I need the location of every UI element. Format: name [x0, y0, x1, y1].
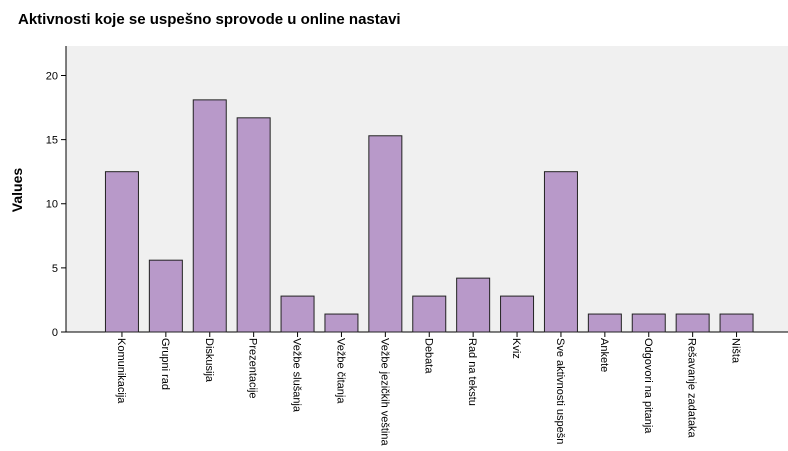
- x-tick-label: Ništa: [730, 338, 742, 364]
- bar: [412, 295, 447, 333]
- bar: [324, 313, 359, 333]
- x-tick-label: Debata: [422, 338, 434, 374]
- x-tick-label: Diskusija: [203, 338, 215, 383]
- y-tick-label: 0: [52, 327, 58, 339]
- y-tick-label: 5: [52, 263, 58, 275]
- x-tick-label: Rad na tekstu: [466, 338, 478, 406]
- x-tick-label: Vežbe jezičkih veština: [378, 338, 390, 446]
- chart-title: Aktivnosti koje se uspešno sprovode u on…: [18, 11, 401, 28]
- y-axis-label: Values: [9, 168, 25, 213]
- x-tick-label: Vežbe čitanja: [334, 338, 346, 404]
- x-tick-label: Vežbe slušanja: [291, 338, 303, 413]
- x-tick-label: Odgovori na pitanja: [642, 338, 654, 434]
- bar: [148, 259, 183, 333]
- plot-area: [66, 46, 788, 332]
- bar: [500, 295, 535, 333]
- bar: [368, 135, 403, 333]
- bar: [587, 313, 622, 333]
- bar: [456, 277, 491, 333]
- bar: [631, 313, 666, 333]
- x-tick-label: Rešavanje zadataka: [686, 338, 698, 439]
- bar: [719, 313, 754, 333]
- y-tick-label: 20: [46, 70, 58, 82]
- bar: [236, 117, 271, 333]
- x-tick-label: Komunikacija: [115, 338, 127, 404]
- x-tick-label: Grupni rad: [159, 338, 171, 390]
- y-tick-label: 15: [46, 135, 58, 147]
- x-tick-label: Ankete: [598, 338, 610, 372]
- y-tick-label: 10: [46, 199, 58, 211]
- bar: [280, 295, 315, 333]
- x-tick-label: Prezentacije: [247, 338, 259, 399]
- bar: [675, 313, 710, 333]
- x-tick-label: Sve aktivnosti uspešn: [554, 338, 566, 444]
- bar: [543, 171, 578, 333]
- bar: [104, 171, 139, 333]
- bar: [192, 99, 227, 333]
- x-tick-label: Kviz: [510, 338, 522, 359]
